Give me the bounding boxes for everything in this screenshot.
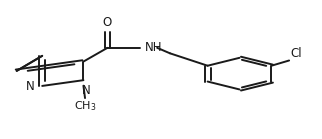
Text: Cl: Cl — [291, 47, 302, 60]
Text: O: O — [103, 16, 112, 28]
Text: NH: NH — [145, 41, 163, 54]
Text: N: N — [25, 80, 34, 93]
Text: CH$_3$: CH$_3$ — [74, 99, 96, 113]
Text: N: N — [82, 84, 91, 97]
